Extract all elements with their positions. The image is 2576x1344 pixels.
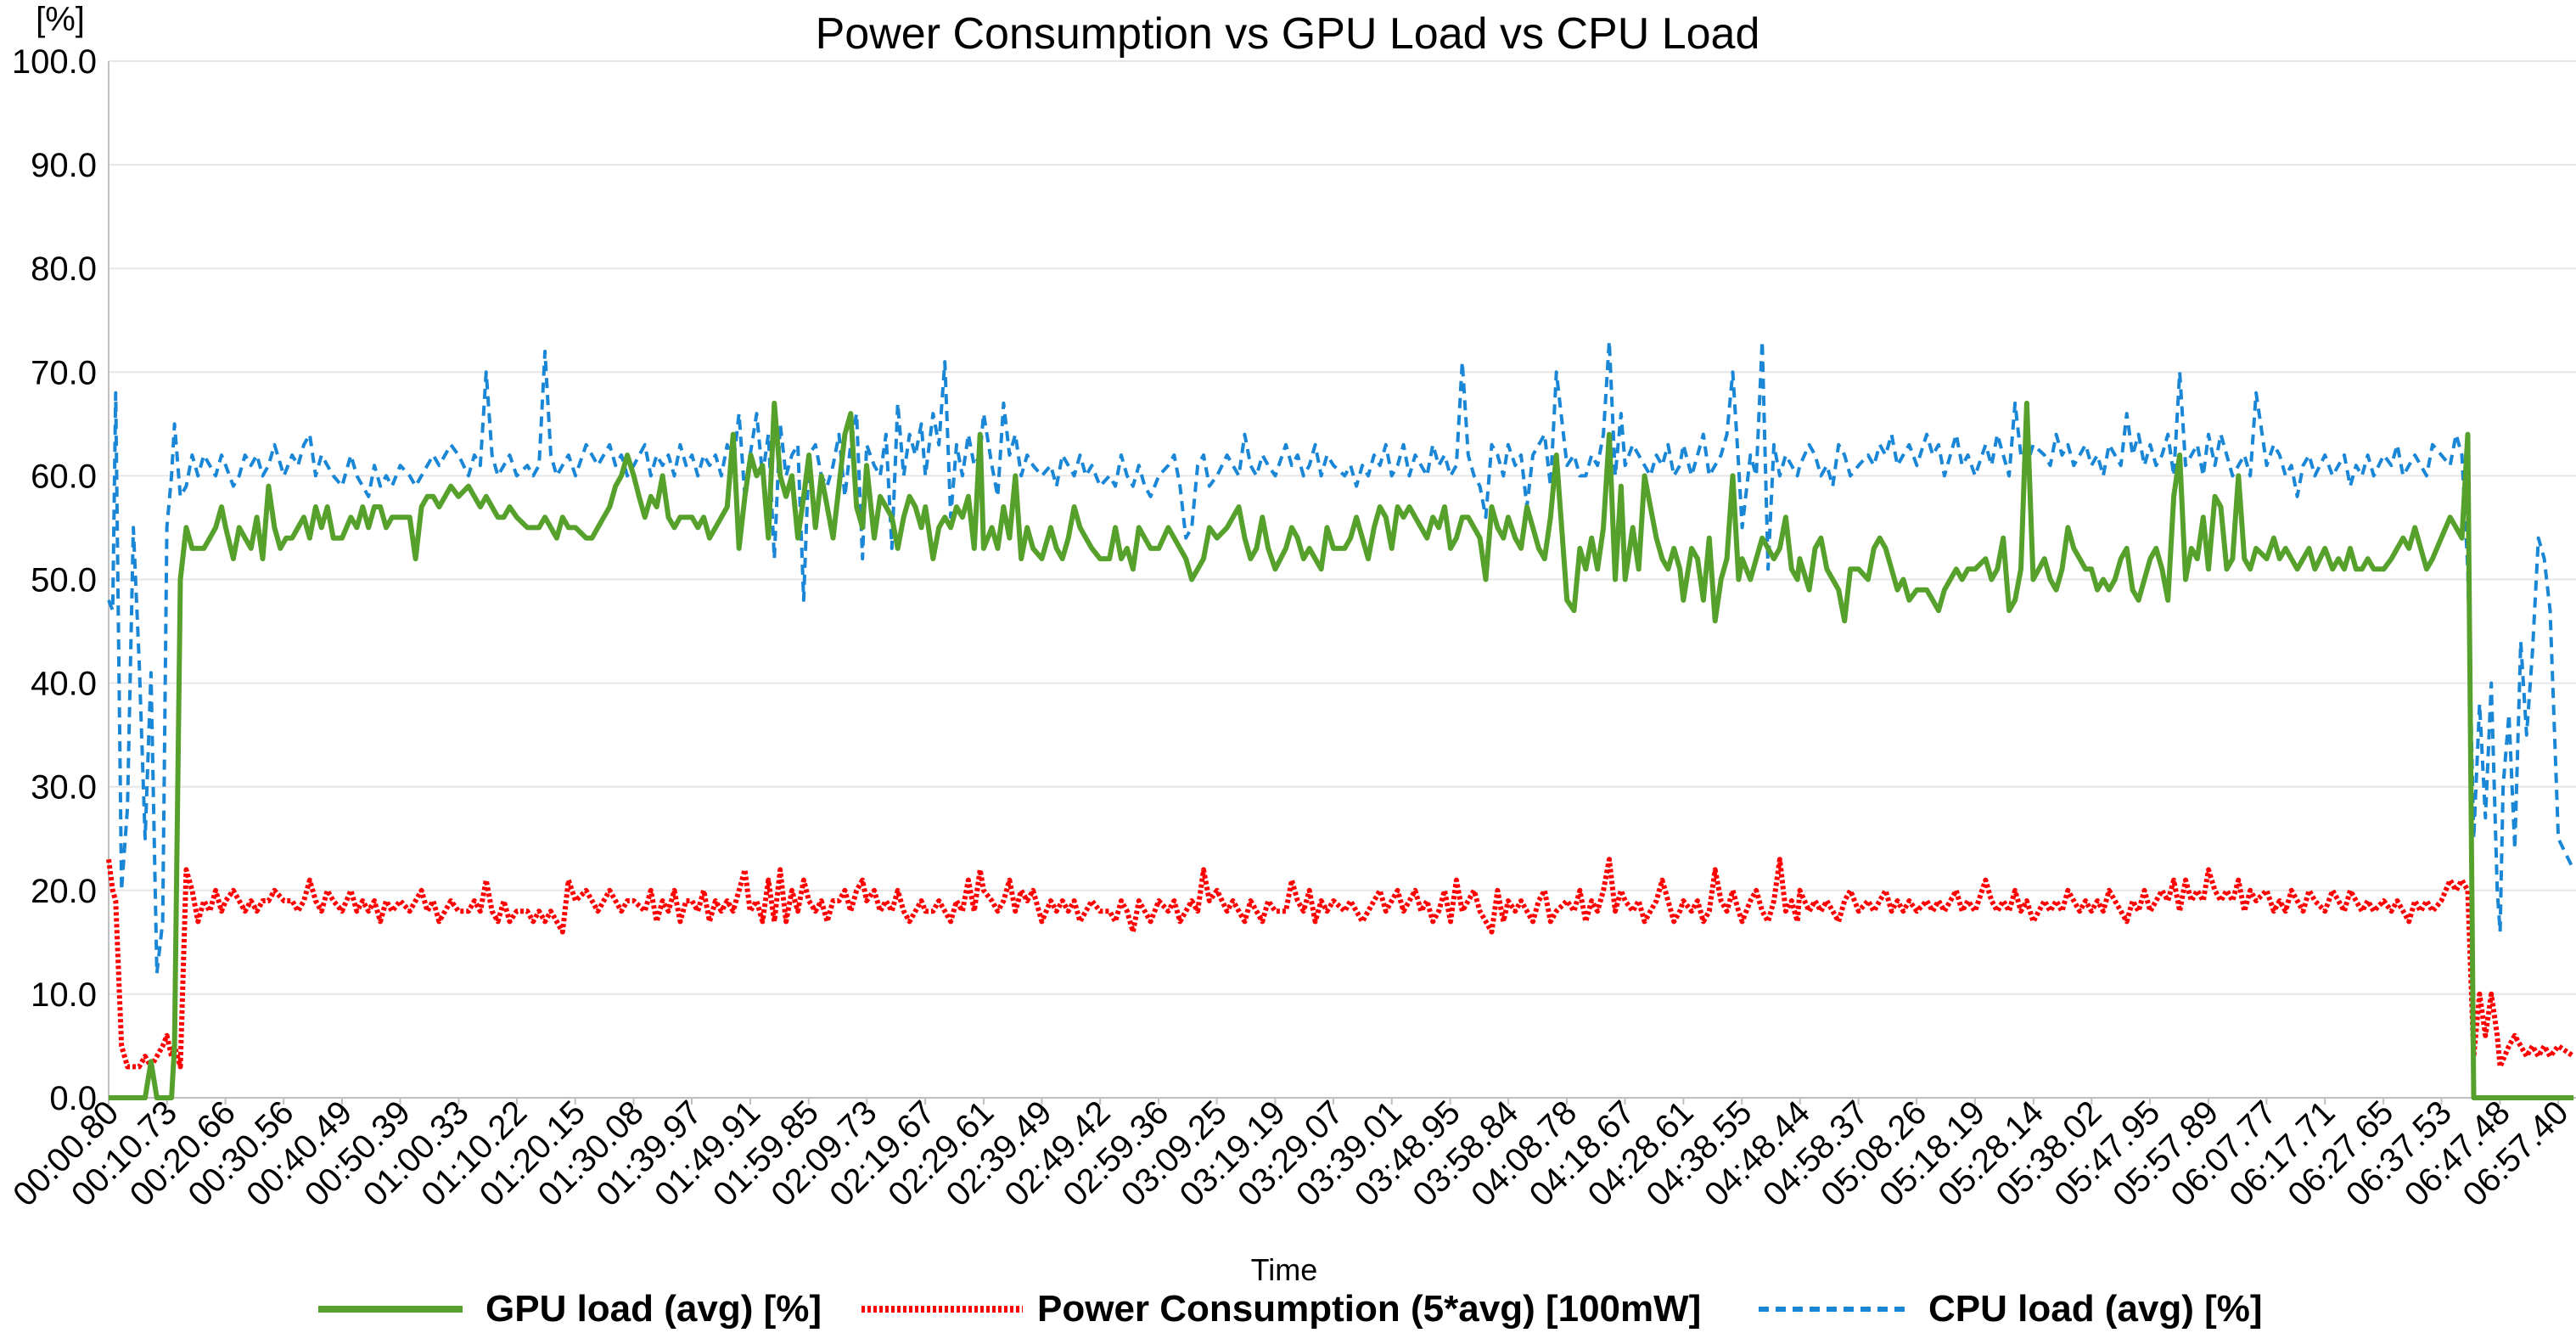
x-axis: 00:00.8000:10.7300:20.6600:30.5600:40.49…	[6, 1094, 2576, 1213]
legend: GPU load (avg) [%] Power Consumption (5*a…	[318, 1288, 2263, 1330]
y-axis-label: [%]	[36, 1, 85, 38]
y-tick-label: 70.0	[31, 354, 97, 391]
y-tick-label: 0.0	[49, 1080, 97, 1117]
series-line-2	[107, 339, 2575, 976]
x-axis-label: Time	[1251, 1252, 1318, 1287]
series-line-0	[109, 400, 2574, 1100]
y-axis: 0.0 10.0 20.0 30.0 40.0 50.0 60.0 70.0 80.0 90.0 1…	[12, 43, 109, 1117]
y-tick-label: 30.0	[31, 769, 97, 807]
y-tick-label: 100.0	[12, 43, 97, 81]
y-tick-label: 90.0	[31, 147, 97, 184]
y-tick-label: 20.0	[31, 873, 97, 910]
y-tick-label: 80.0	[31, 250, 97, 288]
y-tick-label: 50.0	[31, 562, 97, 599]
grid-layer	[109, 60, 2576, 1099]
chart-title: Power Consumption vs GPU Load vs CPU Loa…	[816, 9, 1760, 59]
series-layer	[106, 339, 2575, 1100]
y-tick-label: 40.0	[31, 666, 97, 703]
legend-label-2: CPU load (avg) [%]	[1928, 1288, 2263, 1330]
y-tick-label: 10.0	[31, 976, 97, 1014]
legend-label-1: Power Consumption (5*avg) [100mW]	[1037, 1288, 1701, 1330]
y-tick-label: 60.0	[31, 458, 97, 495]
series-line-1	[106, 857, 2575, 1070]
legend-label-0: GPU load (avg) [%]	[485, 1288, 822, 1330]
